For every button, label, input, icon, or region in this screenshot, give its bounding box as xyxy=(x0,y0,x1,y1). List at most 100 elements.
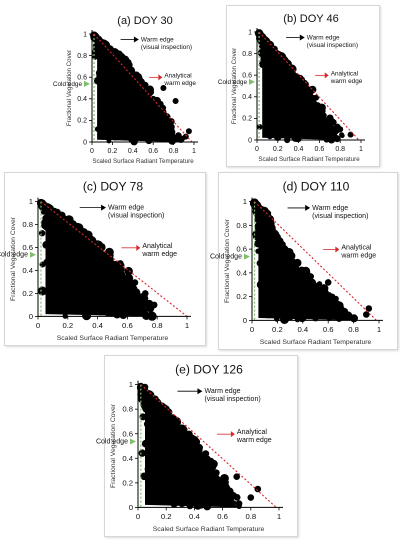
warm-edge-arrowhead xyxy=(299,34,305,41)
cold-edge-arrowhead xyxy=(84,80,90,87)
data-point xyxy=(143,82,149,88)
y-tick-label: 0.6 xyxy=(236,245,247,254)
x-axis-label: Scaled Surface Radiant Temperature xyxy=(57,335,169,342)
warm-edge-sublabel: (visual inspection) xyxy=(204,396,260,403)
data-point xyxy=(339,132,345,138)
y-tick-label: 0.4 xyxy=(122,454,133,463)
x-tick-label: 0.8 xyxy=(348,325,359,334)
y-tick-label: 0 xyxy=(83,139,87,146)
outlier-point xyxy=(39,200,46,208)
warm-edge-arrowhead xyxy=(305,204,311,211)
y-axis-label: Fractional Vegetation Cover xyxy=(110,403,117,488)
analytical-warm-edge-line xyxy=(93,33,193,143)
cold-edge-label: Cold edge xyxy=(53,81,83,88)
analytical-sublabel: warm edge xyxy=(163,80,196,87)
y-tick-label: 0.8 xyxy=(77,53,87,60)
outlier-point xyxy=(172,98,179,104)
x-tick-label: 0.6 xyxy=(122,321,133,330)
y-tick-label: 0 xyxy=(29,312,33,321)
point-cloud-core xyxy=(38,203,150,317)
chart-title: (c) DOY 78 xyxy=(83,180,144,194)
x-tick-label: 0.4 xyxy=(92,321,103,330)
point-cloud-core xyxy=(257,34,341,141)
analytical-arrowhead xyxy=(136,244,141,251)
warm-edge-label: Warm edge xyxy=(108,205,144,212)
y-axis-label: Fractional Vegetation Cover xyxy=(10,216,17,301)
y-tick-label: 0.2 xyxy=(236,292,247,301)
outlier-point xyxy=(247,494,255,501)
data-point xyxy=(37,286,47,296)
y-tick-label: 1 xyxy=(129,380,133,389)
outlier-point xyxy=(233,473,240,480)
warm-edge-sublabel: (visual inspection) xyxy=(312,213,368,220)
x-axis-label: Scaled Surface Radiant Temperature xyxy=(260,339,372,346)
warm-edge-arrowhead xyxy=(197,388,203,395)
y-tick-label: 1 xyxy=(29,197,33,206)
data-point xyxy=(125,59,132,66)
x-tick-label: 0.8 xyxy=(245,512,256,521)
outlier-point xyxy=(141,383,149,391)
data-point xyxy=(236,503,242,509)
y-tick-label: 0.6 xyxy=(122,429,133,438)
chart-panel-3: (c) DOY 78 0 0.2 0.4 0.6 0.8 1 0 0.2 0.4 0.6 0.8 1 Sc… xyxy=(0,172,206,346)
y-tick-label: 0.4 xyxy=(22,266,33,275)
y-tick-label: 0.4 xyxy=(77,96,87,103)
warm-edge-label: Warm edge xyxy=(307,35,340,42)
outlier-point xyxy=(324,279,332,286)
x-tick-label: 0.2 xyxy=(273,146,283,153)
x-tick-label: 1 xyxy=(185,321,189,330)
x-axis-label: Scaled Surface Radiant Temperature xyxy=(258,156,360,163)
x-tick-label: 0.2 xyxy=(108,148,118,155)
data-point xyxy=(220,474,229,483)
y-tick-label: 0.8 xyxy=(236,221,247,230)
cold-edge-arrowhead xyxy=(30,251,36,258)
x-axis-label: Scaled Surface Radiant Temperature xyxy=(92,158,194,165)
x-tick-label: 0.4 xyxy=(128,148,138,155)
point-cloud-core xyxy=(252,204,354,321)
analytical-warm-edge-line xyxy=(254,201,377,321)
chart-title: (d) DOY 110 xyxy=(283,180,350,194)
y-tick-label: 0 xyxy=(243,316,247,325)
outlier-point xyxy=(150,301,158,309)
analytical-warm-edge-line xyxy=(140,384,277,508)
analytical-warm-edge-line xyxy=(258,31,360,141)
y-tick-label: 0.2 xyxy=(22,289,33,298)
warm-edge-label: Warm edge xyxy=(312,205,348,212)
analytical-label: Analytical xyxy=(341,244,372,251)
y-tick-label: 1 xyxy=(248,29,252,36)
y-tick-label: 0 xyxy=(248,137,252,144)
cold-edge-arrowhead xyxy=(249,78,255,85)
data-point xyxy=(256,124,263,130)
y-tick-label: 0.4 xyxy=(242,94,252,101)
y-axis-label: Fractional Vegetation Cover xyxy=(231,48,238,124)
chart-panel-5: (e) DOY 126 0 0.2 0.4 0.6 0.8 1 0 0.2 0.4 0.6 0.8 1 S… xyxy=(96,355,298,537)
y-tick-label: 0.8 xyxy=(22,220,33,229)
outlier-point xyxy=(185,128,192,135)
data-point xyxy=(139,413,147,421)
y-tick-label: 0.8 xyxy=(122,405,133,414)
y-tick-label: 0.6 xyxy=(77,75,87,82)
y-tick-label: 1 xyxy=(243,197,247,206)
y-axis-label: Fractional Vegetation Cover xyxy=(66,50,73,126)
outlier-point xyxy=(182,133,189,140)
outlier-point xyxy=(160,85,167,91)
point-cloud-core xyxy=(138,387,238,508)
data-point xyxy=(329,118,336,125)
x-tick-label: 0.8 xyxy=(152,321,163,330)
point-cloud-core xyxy=(92,36,181,143)
x-tick-label: 0 xyxy=(90,148,94,155)
x-tick-label: 0.4 xyxy=(294,146,304,153)
y-axis-label: Fractional Vegetation Cover xyxy=(224,218,231,303)
cold-edge-arrowhead xyxy=(130,438,136,445)
x-tick-label: 1 xyxy=(277,512,281,521)
analytical-label: Analytical xyxy=(331,70,358,77)
analytical-arrowhead xyxy=(230,431,235,438)
y-tick-label: 0.8 xyxy=(242,51,252,58)
chart-title: (a) DOY 30 xyxy=(117,15,172,27)
scatter-plot-2: (b) DOY 46 0 0.2 0.4 0.6 0.8 1 0 0.2 0.4 0.6 0.8 1 Sc… xyxy=(218,13,365,163)
outlier-point xyxy=(337,126,344,133)
data-point xyxy=(202,450,210,458)
scatter-plot-1: (a) DOY 30 0 0.2 0.4 0.6 0.8 1 0 0.2 0.4 0.6 0.8 1 Sc… xyxy=(53,15,198,165)
data-point xyxy=(92,54,98,60)
analytical-arrowhead xyxy=(158,74,163,81)
